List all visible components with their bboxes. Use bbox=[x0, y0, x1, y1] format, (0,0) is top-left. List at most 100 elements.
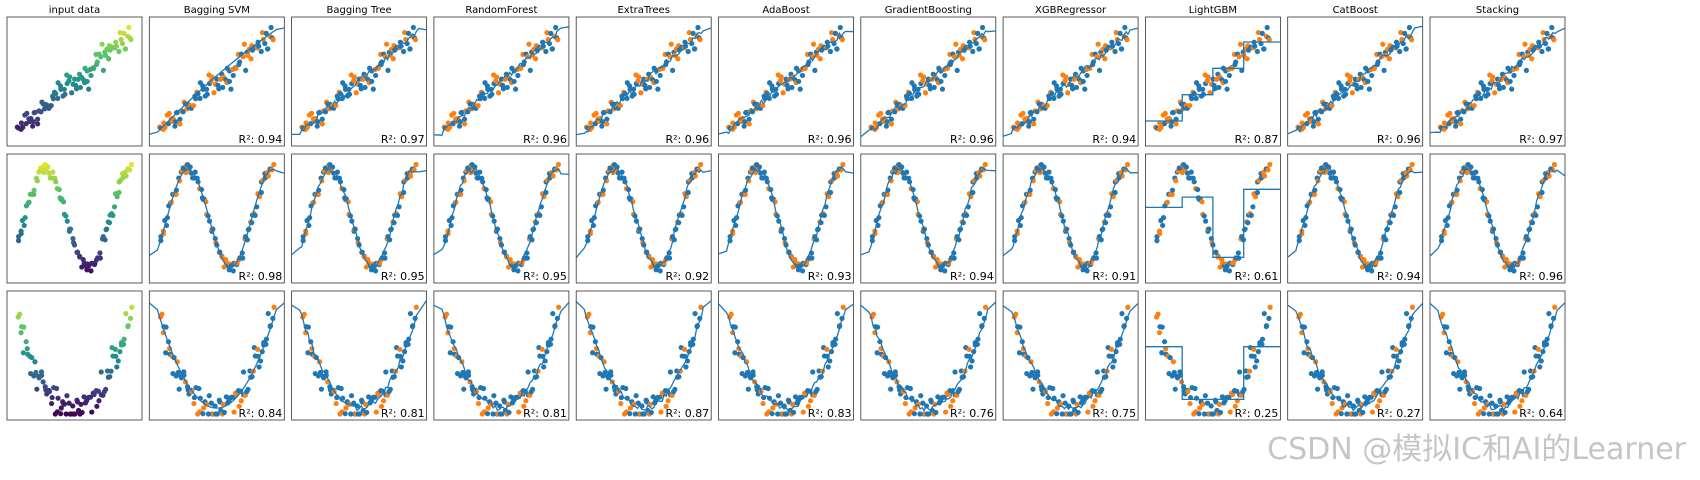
train-point bbox=[515, 268, 521, 274]
train-point bbox=[1536, 39, 1542, 45]
train-point bbox=[493, 400, 499, 406]
test-point bbox=[1173, 178, 1179, 184]
data-point bbox=[30, 123, 36, 129]
train-point bbox=[766, 95, 772, 102]
train-point bbox=[783, 411, 790, 417]
test-point bbox=[1311, 191, 1318, 198]
test-point bbox=[380, 398, 387, 404]
test-point bbox=[518, 65, 524, 71]
test-point bbox=[966, 346, 972, 352]
train-point bbox=[504, 84, 510, 91]
train-point bbox=[1119, 310, 1125, 317]
train-point bbox=[265, 46, 271, 52]
train-point bbox=[939, 86, 946, 92]
data-point bbox=[110, 212, 116, 219]
train-point bbox=[180, 109, 186, 115]
train-point bbox=[553, 24, 559, 31]
data-point bbox=[121, 336, 127, 342]
test-point bbox=[236, 403, 242, 409]
test-point bbox=[959, 56, 966, 62]
test-point bbox=[363, 264, 369, 270]
test-point bbox=[948, 403, 954, 409]
train-point bbox=[550, 310, 556, 317]
subplot-panel: R²: 0.96 bbox=[718, 16, 854, 147]
train-point bbox=[1390, 212, 1397, 219]
test-point bbox=[544, 29, 550, 36]
prediction-line bbox=[718, 303, 854, 412]
prediction-line bbox=[433, 301, 570, 412]
column-title: Stacking bbox=[1476, 5, 1519, 16]
train-point bbox=[1368, 394, 1374, 400]
data-point bbox=[121, 30, 127, 36]
train-point bbox=[258, 48, 264, 55]
train-point bbox=[489, 91, 495, 97]
test-point bbox=[1185, 388, 1191, 395]
test-point bbox=[1315, 121, 1321, 127]
test-point bbox=[780, 90, 786, 96]
train-point bbox=[1266, 315, 1272, 321]
test-point bbox=[177, 121, 183, 127]
test-point bbox=[681, 346, 688, 352]
train-point bbox=[1509, 86, 1515, 92]
axes-frame bbox=[1002, 290, 1139, 421]
train-point bbox=[1360, 409, 1366, 416]
test-point bbox=[1304, 110, 1311, 116]
data-point bbox=[53, 179, 59, 185]
train-point bbox=[907, 385, 914, 392]
test-point bbox=[523, 398, 529, 404]
train-point bbox=[1073, 84, 1080, 91]
subplot-panel: R²: 0.96 bbox=[575, 16, 712, 147]
test-point bbox=[1169, 191, 1175, 198]
train-point bbox=[1480, 411, 1487, 417]
test-point bbox=[408, 173, 414, 179]
train-point bbox=[204, 91, 210, 97]
r2-score-label: R²: 0.97 bbox=[1519, 133, 1563, 146]
data-point bbox=[91, 391, 97, 398]
data-point bbox=[61, 401, 68, 407]
train-point bbox=[385, 67, 391, 73]
test-point bbox=[1045, 400, 1051, 407]
train-point bbox=[1453, 119, 1459, 125]
train-point bbox=[837, 24, 843, 31]
test-point bbox=[698, 304, 704, 310]
train-point bbox=[1250, 204, 1256, 210]
train-point bbox=[1542, 40, 1549, 47]
train-point bbox=[1311, 119, 1317, 125]
train-point bbox=[240, 369, 247, 375]
train-point bbox=[263, 30, 269, 36]
train-point bbox=[200, 411, 206, 417]
train-point bbox=[633, 393, 639, 399]
data-point bbox=[113, 353, 119, 359]
train-point bbox=[461, 116, 468, 122]
subplot-panel: R²: 0.93 bbox=[718, 153, 854, 284]
train-point bbox=[348, 411, 354, 417]
test-point bbox=[1164, 199, 1171, 205]
test-point bbox=[1216, 401, 1223, 407]
train-point bbox=[1254, 189, 1261, 196]
data-point bbox=[56, 186, 62, 193]
train-point bbox=[506, 409, 512, 416]
test-point bbox=[1481, 405, 1487, 411]
data-point bbox=[118, 36, 124, 43]
train-point bbox=[177, 116, 183, 122]
subplot-panel: R²: 0.64 bbox=[1429, 290, 1566, 421]
test-point bbox=[1540, 29, 1546, 36]
train-point bbox=[769, 411, 775, 417]
train-point bbox=[1476, 91, 1482, 97]
train-point bbox=[511, 78, 517, 85]
train-point bbox=[1222, 78, 1229, 85]
subplot-panel: R²: 0.87 bbox=[575, 290, 712, 421]
test-point bbox=[1441, 120, 1447, 126]
train-point bbox=[1511, 72, 1517, 79]
axes-frame bbox=[148, 153, 285, 284]
train-point bbox=[827, 189, 834, 196]
train-point bbox=[1224, 86, 1230, 92]
subplot-panel: R²: 0.96 bbox=[433, 16, 570, 147]
test-point bbox=[458, 191, 464, 198]
train-point bbox=[1406, 24, 1413, 31]
test-point bbox=[668, 41, 674, 47]
train-point bbox=[1196, 411, 1202, 417]
test-point bbox=[353, 90, 359, 96]
data-point bbox=[106, 220, 113, 226]
